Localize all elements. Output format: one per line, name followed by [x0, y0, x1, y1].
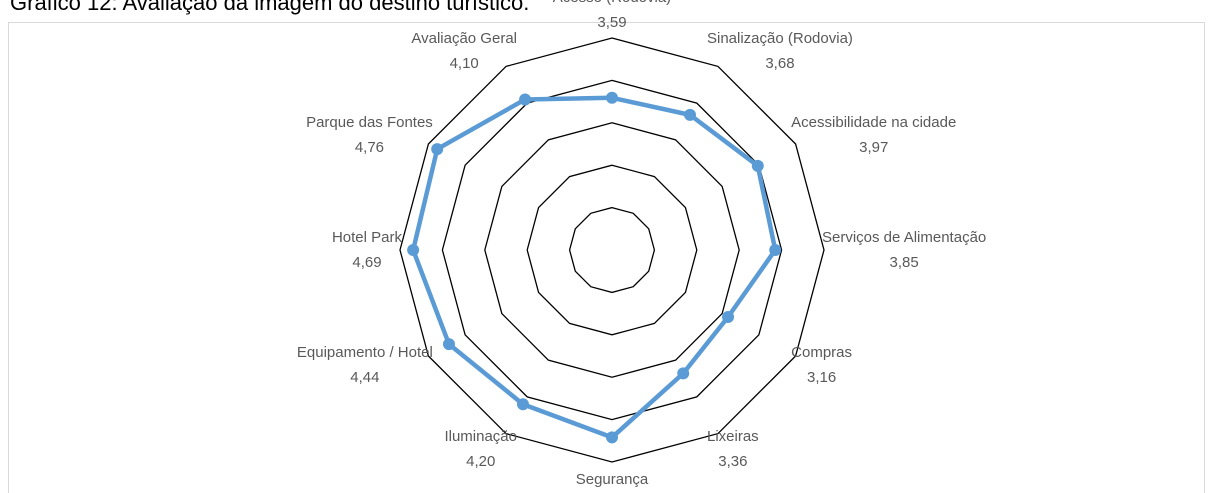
category-label: Serviços de Alimentação — [822, 229, 986, 246]
category-label: Avaliação Geral — [411, 30, 517, 47]
data-point — [407, 244, 420, 256]
grid-ring — [484, 122, 740, 378]
category-label: Compras — [791, 344, 852, 361]
data-point — [516, 398, 529, 411]
category-label: Acesso (Rodovia) — [553, 0, 671, 6]
category-label: Segurança — [576, 471, 649, 488]
data-point — [769, 244, 782, 256]
grid-ring — [526, 164, 698, 336]
value-label: 4,10 — [450, 55, 479, 72]
chart-title: Gráfico 12: Avaliação da imagem do desti… — [10, 0, 529, 15]
category-label: Iluminação — [444, 428, 517, 445]
data-point — [677, 367, 690, 380]
data-point — [684, 108, 697, 121]
value-label: 4,44 — [350, 369, 379, 386]
chart-frame — [8, 22, 1205, 493]
category-label: Acessibilidade na cidade — [791, 114, 956, 131]
value-label: 4,20 — [466, 453, 495, 470]
data-point — [442, 338, 455, 351]
category-label: Lixeiras — [707, 428, 759, 445]
data-point — [751, 159, 764, 172]
data-point — [606, 91, 618, 104]
data-point — [519, 93, 532, 106]
category-label: Sinalização (Rodovia) — [707, 30, 853, 47]
data-point — [431, 143, 444, 156]
category-label: Parque das Fontes — [306, 114, 433, 131]
value-label: 4,76 — [355, 139, 384, 156]
value-label: 3,68 — [765, 55, 794, 72]
value-label: 3,97 — [859, 139, 888, 156]
value-label: 4,69 — [352, 254, 381, 271]
grid-ring — [399, 37, 825, 463]
category-label: Equipamento / Hotel — [297, 344, 433, 361]
value-label: 3,85 — [890, 254, 919, 271]
grid-ring — [441, 79, 783, 421]
data-point — [722, 310, 735, 323]
value-label: 3,16 — [807, 369, 836, 386]
data-point — [606, 431, 618, 444]
grid-ring — [568, 206, 656, 294]
value-label: 3,36 — [718, 453, 747, 470]
category-label: Hotel Park — [332, 229, 403, 246]
series-line — [410, 95, 778, 440]
value-label: 3,59 — [597, 14, 626, 31]
